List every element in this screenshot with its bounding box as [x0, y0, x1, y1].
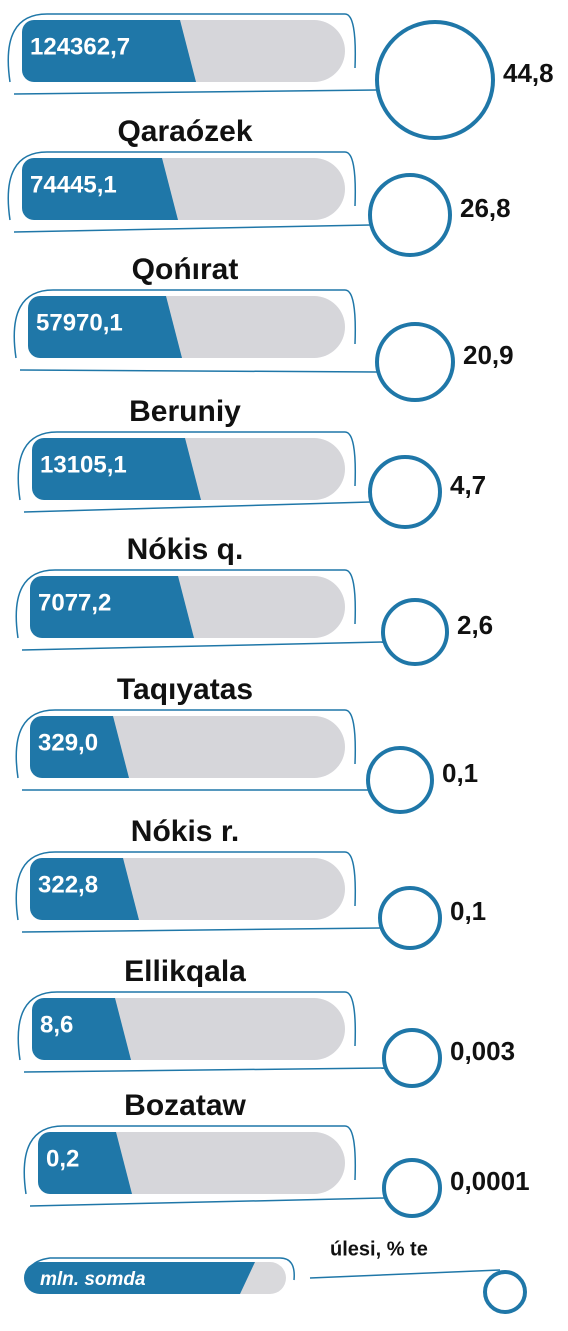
item: Ellikqala 8,6 0,003 — [17, 955, 515, 1088]
connector — [23, 501, 371, 513]
share-circle — [368, 173, 452, 257]
item-amount: 0,2 — [46, 1145, 79, 1172]
share-circle — [375, 20, 495, 140]
bar-outline — [7, 13, 357, 83]
share-circle — [368, 455, 442, 529]
item-share: 4,7 — [450, 470, 486, 500]
item: Nókis q. 7077,2 2,6 — [15, 533, 493, 666]
connector — [21, 641, 384, 651]
legend: mln. somda úlesi, % te — [24, 1238, 527, 1314]
bar-outline — [15, 851, 357, 921]
bar-outline — [15, 569, 357, 639]
connector — [29, 1197, 385, 1207]
item-name: Bozataw — [124, 1089, 246, 1122]
item-amount: 74445,1 — [30, 171, 117, 198]
legend-bar-fill — [24, 1262, 255, 1294]
item-share: 26,8 — [460, 193, 511, 223]
item-name: Nókis r. — [131, 815, 239, 848]
share-circle — [366, 746, 434, 814]
item-amount: 8,6 — [40, 1011, 73, 1038]
item-share: 0,1 — [442, 758, 478, 788]
item-amount: 57970,1 — [36, 309, 123, 336]
bar-fill — [22, 20, 196, 82]
legend-line — [309, 1269, 501, 1279]
item-name: Qońırat — [132, 253, 239, 286]
bar-fill — [28, 296, 182, 358]
bar-outline — [7, 151, 357, 221]
item-name: Nókis q. — [127, 533, 244, 566]
bar-outline — [17, 991, 357, 1061]
bar-outline — [15, 709, 357, 779]
share-circle — [381, 598, 449, 666]
bar-fill — [32, 438, 201, 500]
legend-share: úlesi, % te — [330, 1238, 428, 1260]
item-amount: 7077,2 — [38, 589, 111, 616]
legend-circle — [483, 1270, 527, 1314]
item-share: 2,6 — [457, 610, 493, 640]
bar-outline — [17, 431, 357, 501]
item-name: Beruniy — [129, 395, 241, 428]
item: 124362,7 44,8 — [7, 13, 554, 140]
connector — [13, 224, 371, 233]
item: Qońırat 57970,1 20,9 — [13, 253, 514, 402]
item: Nókis r. 322,8 0,1 — [15, 815, 486, 950]
item-name: Qaraózek — [117, 115, 252, 148]
item-amount: 124362,7 — [30, 33, 130, 60]
legend-amount: mln. somda — [40, 1269, 146, 1290]
bar-outline — [23, 1125, 357, 1195]
connector — [21, 927, 381, 933]
bar-fill — [30, 576, 194, 638]
item: Taqıyatas 329,0 0,1 — [15, 673, 478, 814]
bar-fill — [22, 158, 178, 220]
item-amount: 329,0 — [38, 729, 98, 756]
item-share: 44,8 — [503, 58, 554, 88]
connector — [23, 1067, 385, 1073]
item-amount: 322,8 — [38, 871, 98, 898]
item-share: 0,003 — [450, 1036, 515, 1066]
item-share: 0,0001 — [450, 1166, 530, 1196]
connector — [19, 369, 378, 373]
item-name: Ellikqala — [124, 955, 246, 988]
item: Bozataw 0,2 0,0001 — [23, 1089, 530, 1218]
item-name: Taqıyatas — [117, 673, 253, 706]
legend-outline — [26, 1257, 295, 1291]
bar-fill — [30, 858, 139, 920]
item-share: 20,9 — [463, 340, 514, 370]
share-circle — [378, 886, 442, 950]
bar-fill — [30, 716, 129, 778]
share-circle — [375, 322, 455, 402]
bar-outline — [13, 289, 357, 359]
share-circle — [382, 1158, 442, 1218]
connector — [13, 89, 378, 95]
share-circle — [382, 1028, 442, 1088]
bar-fill — [32, 998, 131, 1060]
item-share: 0,1 — [450, 896, 486, 926]
bar-fill — [38, 1132, 132, 1194]
item-amount: 13105,1 — [40, 451, 127, 478]
